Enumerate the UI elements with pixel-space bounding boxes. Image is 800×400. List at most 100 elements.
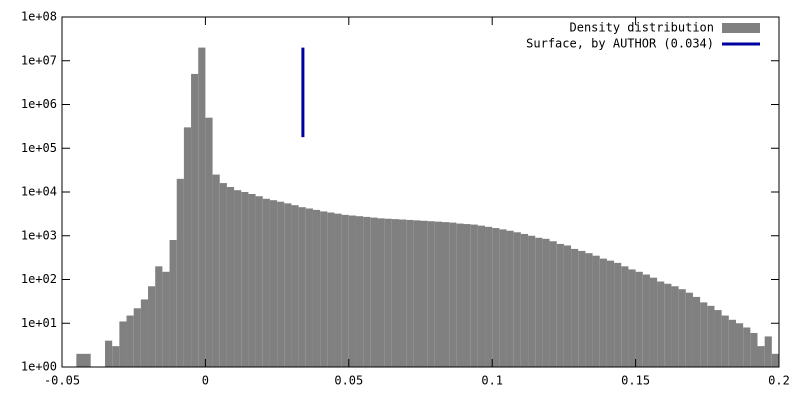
x-tick-label: -0.05 — [44, 374, 80, 388]
histogram-bar — [255, 196, 263, 367]
histogram-bar — [341, 214, 349, 367]
histogram-bar — [764, 336, 772, 367]
histogram-bar — [105, 340, 113, 367]
x-tick-label: 0.15 — [621, 374, 650, 388]
histogram-bar — [298, 207, 306, 367]
histogram-bar — [692, 296, 701, 367]
histogram-bar — [291, 205, 299, 367]
histogram-bar — [176, 178, 184, 367]
y-tick-label: 1e+03 — [21, 228, 57, 242]
histogram-bar — [563, 245, 572, 367]
histogram-bar — [477, 225, 486, 367]
histogram-bar — [169, 239, 177, 367]
x-tick-label: 0.05 — [334, 374, 363, 388]
histogram-bar — [112, 346, 120, 367]
legend-swatch — [722, 23, 760, 33]
x-tick-label: 0.1 — [481, 374, 503, 388]
histogram-bar — [248, 194, 256, 367]
histogram-bar — [277, 201, 285, 367]
histogram-bar — [162, 271, 170, 367]
histogram-bar — [735, 323, 744, 367]
histogram-bar — [542, 238, 550, 367]
histogram-bar — [327, 212, 335, 367]
histogram-bar — [456, 223, 464, 367]
histogram-bar — [391, 219, 399, 367]
histogram-bar — [262, 198, 270, 367]
histogram-bar — [585, 253, 593, 367]
y-tick-label: 1e+08 — [21, 10, 57, 24]
y-tick-label: 1e+07 — [21, 53, 57, 67]
histogram-bar — [363, 216, 371, 367]
histogram-bar — [449, 222, 457, 367]
histogram-bar — [442, 222, 450, 367]
histogram-bar — [578, 250, 586, 367]
histogram-bar — [406, 219, 414, 367]
histogram-bar — [664, 283, 672, 367]
histogram-bar — [750, 332, 758, 367]
histogram-bar — [599, 258, 607, 367]
histogram-bar — [377, 218, 385, 367]
histogram-bar — [205, 117, 213, 367]
histogram-bar — [148, 286, 156, 367]
histogram-bar — [700, 302, 708, 367]
histogram-bar — [728, 319, 736, 367]
histogram-bar — [420, 220, 428, 367]
x-tick-label: 0.2 — [768, 374, 790, 388]
legend-label: Surface, by AUTHOR (0.034) — [526, 37, 714, 51]
histogram-bar — [614, 262, 622, 367]
plot-frame — [61, 16, 780, 368]
y-tick-label: 1e+00 — [21, 360, 57, 374]
histogram-bar — [757, 346, 765, 367]
histogram-bar — [305, 208, 313, 367]
histogram-bar — [463, 224, 471, 367]
histogram-bar — [427, 221, 435, 367]
histogram-bar — [155, 266, 163, 367]
histogram-bar — [384, 218, 392, 367]
histogram-bar — [499, 229, 507, 367]
histogram-bar — [714, 310, 722, 367]
histogram-bar — [226, 187, 235, 367]
histogram-bar — [535, 237, 543, 367]
histogram-bar — [191, 73, 199, 368]
histogram-bar — [183, 127, 192, 367]
histogram-bar — [413, 220, 421, 367]
histogram-bar — [219, 183, 227, 367]
y-tick-label: 1e+05 — [21, 141, 57, 155]
histogram-bar — [621, 266, 629, 367]
histogram-bar — [83, 353, 91, 367]
histogram-bar — [671, 286, 679, 367]
histogram-bar — [657, 281, 665, 367]
histogram-bar — [606, 260, 615, 367]
histogram-bar — [398, 219, 407, 367]
histogram-bar — [126, 315, 134, 367]
histogram-bar — [320, 211, 328, 367]
histogram-bar — [334, 213, 342, 367]
histogram-bar — [241, 192, 249, 367]
histogram-bar — [635, 271, 643, 367]
histogram-bar — [269, 200, 278, 367]
histogram-bar — [571, 248, 579, 367]
histogram-bar — [520, 233, 529, 367]
histogram-bar — [771, 353, 779, 367]
histogram-bar — [212, 174, 220, 367]
histogram-bar — [470, 224, 478, 367]
histogram-bar — [348, 215, 356, 367]
histogram-bar — [513, 232, 521, 367]
histogram-bar — [642, 274, 650, 367]
histogram-bar — [743, 327, 751, 367]
y-tick-label: 1e+01 — [21, 316, 57, 330]
x-tick-label: 0 — [202, 374, 209, 388]
histogram-bar — [76, 353, 84, 367]
histogram-bar — [721, 315, 729, 367]
histogram-bar — [678, 289, 686, 367]
histogram-bar — [528, 235, 536, 367]
histogram-bar — [628, 269, 636, 367]
histogram-bar — [649, 277, 658, 367]
y-tick-label: 1e+04 — [21, 185, 57, 199]
histogram-bar — [506, 230, 514, 367]
histogram-bar — [434, 221, 443, 367]
histogram-bar — [119, 321, 127, 367]
y-tick-label: 1e+06 — [21, 97, 57, 111]
histogram-bar — [234, 190, 242, 367]
